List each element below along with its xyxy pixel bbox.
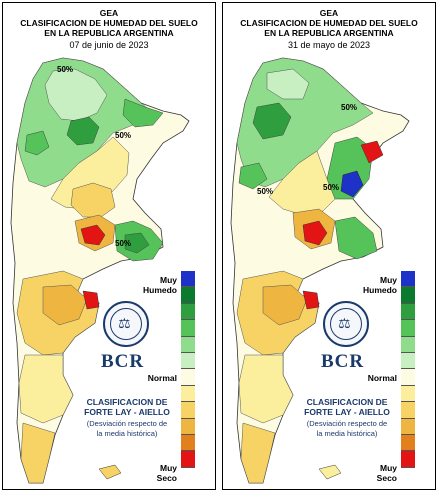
legend-swatch bbox=[401, 320, 415, 337]
legend-swatch bbox=[181, 385, 195, 403]
legend-swatch bbox=[401, 336, 415, 353]
bolsa-seal-icon: ⚖ bbox=[103, 301, 149, 347]
legend-swatch bbox=[401, 385, 415, 403]
legend-swatch bbox=[181, 320, 195, 337]
legend-swatch bbox=[401, 287, 415, 304]
map-title-line2: EN LA REPUBLICA ARGENTINA bbox=[44, 28, 174, 38]
legend-label-normal: Normal bbox=[147, 373, 177, 383]
contour-label: 50% bbox=[57, 65, 74, 74]
seal-ring bbox=[330, 308, 362, 340]
classification-subtitle: (Desviación respecto de la media históri… bbox=[306, 419, 388, 438]
legend-swatch bbox=[181, 369, 195, 386]
map-title-line1: CLASIFICACION DE HUMEDAD DEL SUELO bbox=[240, 18, 418, 28]
legend-swatch bbox=[181, 451, 195, 468]
seal-ring bbox=[110, 308, 142, 340]
moisture-legend bbox=[181, 271, 195, 468]
legend-label-muy-humedo: Muy Humedo bbox=[143, 275, 177, 295]
argentina-moisture-map bbox=[230, 57, 410, 484]
legend-swatch bbox=[181, 352, 195, 370]
legend-swatch bbox=[181, 402, 195, 419]
legend-swatch bbox=[181, 336, 195, 353]
bolsa-seal-icon: ⚖ bbox=[323, 301, 369, 347]
contour-label: 50% bbox=[257, 187, 274, 196]
map-title-line2: EN LA REPUBLICA ARGENTINA bbox=[264, 28, 394, 38]
legend-swatch bbox=[401, 352, 415, 370]
bcr-logo: BCR bbox=[101, 351, 145, 372]
legend-swatch bbox=[181, 271, 195, 288]
contour-label: 50% bbox=[115, 131, 132, 140]
legend-swatch bbox=[401, 303, 415, 321]
scale-icon: ⚖ bbox=[118, 315, 131, 331]
legend-label-muy-humedo: Muy Humedo bbox=[363, 275, 397, 295]
scale-icon: ⚖ bbox=[338, 315, 351, 331]
map-title-line1: CLASIFICACION DE HUMEDAD DEL SUELO bbox=[20, 18, 198, 28]
legend-swatch bbox=[181, 418, 195, 435]
org-label: GEA bbox=[319, 8, 339, 18]
legend-label-muy-seco: Muy Seco bbox=[376, 463, 397, 483]
argentina-moisture-map bbox=[10, 57, 190, 484]
org-label: GEA bbox=[99, 8, 119, 18]
classification-title: CLASIFICACION DE FORTE LAY - AIELLO bbox=[304, 397, 390, 417]
map-panel-june: GEA CLASIFICACION DE HUMEDAD DEL SUELO E… bbox=[2, 2, 216, 490]
legend-swatch bbox=[181, 434, 195, 452]
legend-swatch bbox=[401, 402, 415, 419]
moisture-legend bbox=[401, 271, 415, 468]
map-panel-may: GEA CLASIFICACION DE HUMEDAD DEL SUELO E… bbox=[222, 2, 436, 490]
contour-label: 50% bbox=[323, 183, 340, 192]
legend-swatch bbox=[401, 369, 415, 386]
contour-label: 50% bbox=[115, 239, 132, 248]
contour-label: 50% bbox=[341, 103, 358, 112]
legend-swatch bbox=[401, 271, 415, 288]
classification-title: CLASIFICACION DE FORTE LAY - AIELLO bbox=[84, 397, 170, 417]
classification-subtitle: (Desviación respecto de la media históri… bbox=[86, 419, 168, 438]
legend-swatch bbox=[401, 418, 415, 435]
legend-swatch bbox=[181, 287, 195, 304]
legend-swatch bbox=[181, 303, 195, 321]
legend-label-muy-seco: Muy Seco bbox=[156, 463, 177, 483]
map-date: 07 de junio de 2023 bbox=[69, 40, 149, 50]
map-date: 31 de mayo de 2023 bbox=[287, 40, 371, 50]
bcr-logo: BCR bbox=[321, 351, 365, 372]
legend-swatch bbox=[401, 434, 415, 452]
legend-swatch bbox=[401, 451, 415, 468]
legend-label-normal: Normal bbox=[367, 373, 397, 383]
